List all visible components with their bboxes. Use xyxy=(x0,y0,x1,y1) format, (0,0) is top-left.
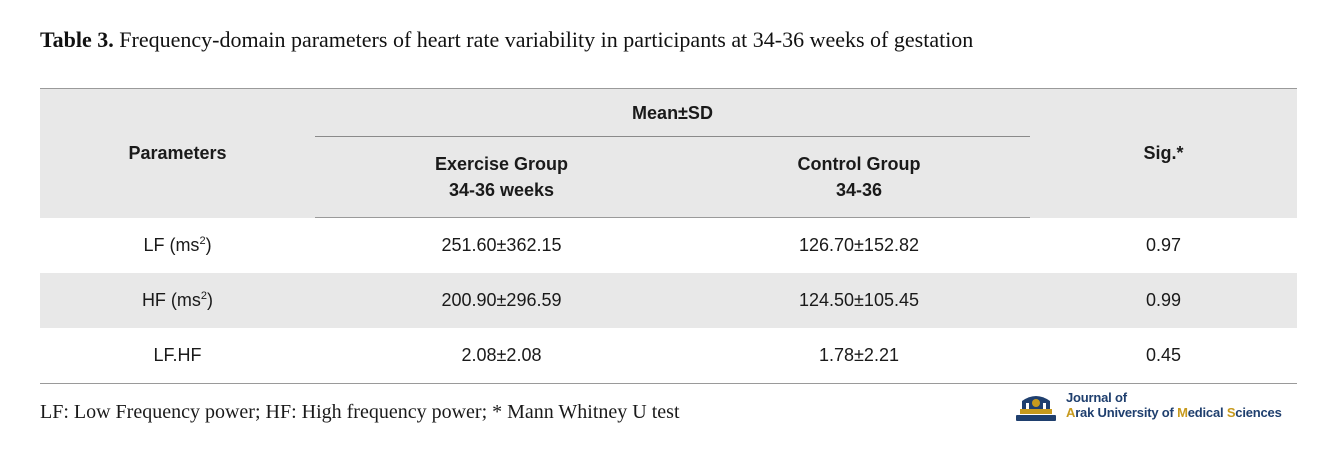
table-row: HF (ms2) 200.90±296.59 124.50±105.45 0.9… xyxy=(40,273,1297,328)
table-footnote: LF: Low Frequency power; HF: High freque… xyxy=(40,401,680,423)
row-exercise: 2.08±2.08 xyxy=(315,328,688,384)
journal-initial-s: S xyxy=(1226,405,1236,420)
param-superscript: 2 xyxy=(199,234,206,247)
header-control-group: Control Group 34-36 xyxy=(688,137,1030,218)
journal-name-line2: Arak University of Medical Sciences xyxy=(1066,405,1282,420)
param-close: ) xyxy=(205,234,212,255)
journal-name-line1: Journal of xyxy=(1066,390,1127,405)
row-control: 1.78±2.21 xyxy=(688,328,1030,384)
journal-initial-m: M xyxy=(1177,405,1188,420)
header-exercise-line2: 34-36 weeks xyxy=(448,180,555,200)
param-close: ) xyxy=(207,290,214,310)
header-mean-sd: Mean±SD xyxy=(315,88,1030,137)
table-caption: Table 3. Frequency-domain parameters of … xyxy=(40,27,973,53)
row-sig: 0.45 xyxy=(1030,328,1297,384)
header-parameters: Parameters xyxy=(40,88,315,218)
row-control: 124.50±105.45 xyxy=(688,273,1030,328)
journal-word-rak: rak University of xyxy=(1075,405,1178,420)
header-control-line1: Control Group xyxy=(797,154,921,174)
row-exercise: 200.90±296.59 xyxy=(315,273,688,328)
journal-initial-a: A xyxy=(1066,405,1076,420)
journal-name: Journal of Arak University of Medical Sc… xyxy=(1066,390,1282,420)
journal-word-edical: edical xyxy=(1187,405,1227,420)
journal-word-ciences: ciences xyxy=(1235,405,1282,420)
header-exercise-group: Exercise Group 34-36 weeks xyxy=(315,137,688,218)
row-sig: 0.99 xyxy=(1030,273,1297,328)
row-sig: 0.97 xyxy=(1145,234,1182,255)
row-control: 126.70±152.82 xyxy=(799,235,919,255)
header-control-line2: 34-36 xyxy=(835,180,883,200)
table-row: LF.HF 2.08±2.08 1.78±2.21 0.45 xyxy=(40,328,1297,384)
header-sig: Sig.* xyxy=(1030,88,1297,218)
row-param: LF (ms2) xyxy=(40,218,315,274)
hrv-frequency-table: Parameters Mean±SD Sig.* Exercise Group … xyxy=(40,88,1297,384)
caption-text: Frequency-domain parameters of heart rat… xyxy=(119,27,974,52)
row-exercise: 251.60±362.15 xyxy=(441,235,562,255)
caption-label: Table 3. xyxy=(40,27,114,52)
table-row: LF (ms2) 251.60±362.15 126.70±152.82 0.9… xyxy=(40,218,1297,274)
header-divider xyxy=(315,136,1030,137)
row-param: LF.HF xyxy=(40,328,315,384)
header-exercise-line1: Exercise Group xyxy=(434,154,569,174)
header-mean-sd-label: Mean±SD xyxy=(632,103,713,123)
param-text: LF (ms xyxy=(143,234,200,255)
journal-logo: Journal of Arak University of Medical Sc… xyxy=(1014,389,1304,425)
journal-emblem-icon xyxy=(1016,396,1056,421)
param-superscript: 2 xyxy=(200,290,208,302)
param-text: HF (ms xyxy=(141,290,201,310)
row-param: HF (ms2) xyxy=(40,273,315,328)
